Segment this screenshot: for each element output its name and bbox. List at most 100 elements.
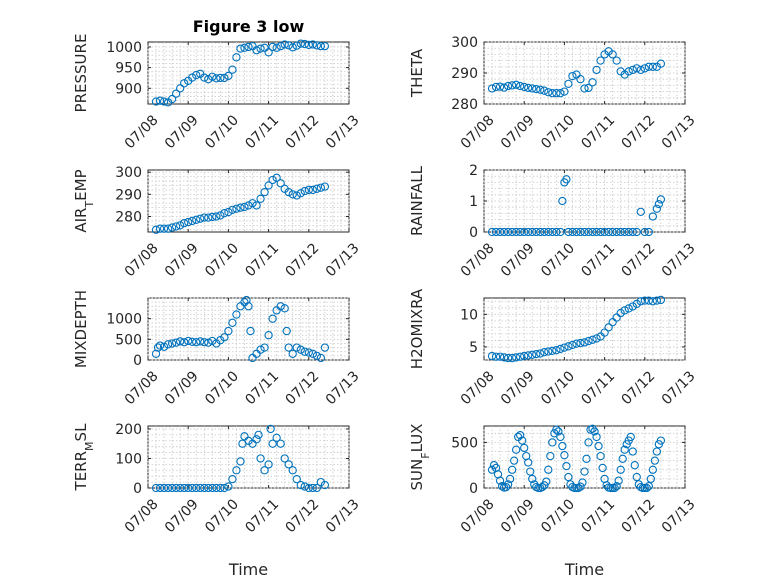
data-point xyxy=(176,84,185,93)
data-point xyxy=(512,227,521,237)
data-point xyxy=(564,472,573,482)
data-point xyxy=(153,343,163,352)
y-tick-label: 0 xyxy=(133,353,142,369)
data-point xyxy=(240,43,249,52)
chart-title: Figure 3 low xyxy=(193,17,305,36)
y-tick-label: 0 xyxy=(133,481,142,497)
data-point xyxy=(188,337,197,346)
y-axis-label: RAINFALL xyxy=(408,165,426,236)
x-axis-label: Time xyxy=(228,560,268,579)
data-point xyxy=(491,352,501,361)
x-tick-label: 07/13 xyxy=(659,496,699,536)
data-point xyxy=(264,181,273,190)
data-point xyxy=(304,40,313,50)
data-point xyxy=(632,472,641,482)
data-point xyxy=(252,46,261,55)
data-point xyxy=(220,73,229,83)
data-point xyxy=(644,62,653,71)
data-point xyxy=(216,73,225,83)
data-point xyxy=(588,78,597,87)
data-point xyxy=(548,346,557,356)
y-axis-label: THETA xyxy=(408,48,426,98)
data-point xyxy=(616,227,625,237)
data-point xyxy=(292,41,301,50)
data-point xyxy=(516,352,525,361)
data-point xyxy=(192,70,201,80)
data-point xyxy=(576,338,585,348)
data-point xyxy=(312,351,321,361)
data-point xyxy=(528,227,537,237)
data-point xyxy=(560,87,569,96)
data-point xyxy=(188,73,197,82)
y-axis-label: TERRMSL xyxy=(72,423,96,492)
data-point xyxy=(576,75,585,84)
data-series xyxy=(151,39,330,107)
data-point xyxy=(572,70,581,79)
data-point xyxy=(208,212,217,222)
data-point xyxy=(536,227,545,237)
data-point xyxy=(171,338,181,347)
data-point xyxy=(208,336,217,346)
data-point xyxy=(640,227,649,237)
data-point xyxy=(268,439,277,448)
data-point xyxy=(652,204,662,213)
data-point xyxy=(610,483,619,493)
data-point xyxy=(192,483,201,493)
data-point xyxy=(612,56,621,65)
data-point xyxy=(503,353,513,363)
data-point xyxy=(304,483,313,493)
data-point xyxy=(618,454,627,463)
data-point xyxy=(616,465,625,474)
data-point xyxy=(244,201,253,210)
data-point xyxy=(505,474,515,484)
data-point xyxy=(499,227,509,237)
data-point xyxy=(308,483,317,493)
data-point xyxy=(300,347,309,356)
data-point xyxy=(316,183,326,192)
data-point xyxy=(624,227,633,237)
data-point xyxy=(320,41,330,51)
x-tick-label: 07/09 xyxy=(162,112,202,152)
data-point xyxy=(524,458,533,467)
y-tick-label: 2 xyxy=(469,163,478,179)
data-point xyxy=(204,213,213,222)
data-point xyxy=(260,343,269,352)
data-series xyxy=(487,175,666,237)
data-point xyxy=(507,353,517,363)
data-point xyxy=(507,227,517,237)
data-point xyxy=(528,350,537,359)
data-point xyxy=(620,445,629,454)
data-point xyxy=(640,296,649,305)
data-point xyxy=(507,81,517,90)
data-point xyxy=(584,83,593,93)
data-point xyxy=(652,447,662,456)
data-point xyxy=(296,189,305,198)
data-point xyxy=(632,64,641,73)
data-point xyxy=(167,339,177,348)
subplot-2: 07/08 07/09 07/10 07/11 07/12 07/13 280 290 300 T… xyxy=(408,35,699,152)
data-point xyxy=(159,224,169,233)
data-point xyxy=(292,343,301,352)
data-point xyxy=(652,296,662,305)
data-point xyxy=(308,349,317,358)
x-tick-label: 07/11 xyxy=(242,496,282,536)
data-point xyxy=(624,304,633,313)
subplot-6: 07/08 07/09 07/10 07/11 07/12 07/13 5 10 H2OMIXR… xyxy=(408,288,699,408)
y-axis-label: SUNFLUX xyxy=(408,424,432,491)
data-point xyxy=(228,474,237,484)
data-point xyxy=(584,438,593,447)
data-point xyxy=(548,227,557,237)
data-point xyxy=(489,461,499,470)
data-point xyxy=(594,441,603,451)
data-point xyxy=(600,227,609,237)
x-tick-label: 07/13 xyxy=(323,240,363,280)
data-point xyxy=(604,227,613,237)
data-point xyxy=(180,338,189,347)
x-tick-label: 07/11 xyxy=(578,496,618,536)
y-tick-label: 290 xyxy=(451,66,478,82)
data-point xyxy=(524,351,533,360)
data-point xyxy=(568,227,577,237)
data-point xyxy=(598,463,607,473)
data-point xyxy=(558,441,567,451)
